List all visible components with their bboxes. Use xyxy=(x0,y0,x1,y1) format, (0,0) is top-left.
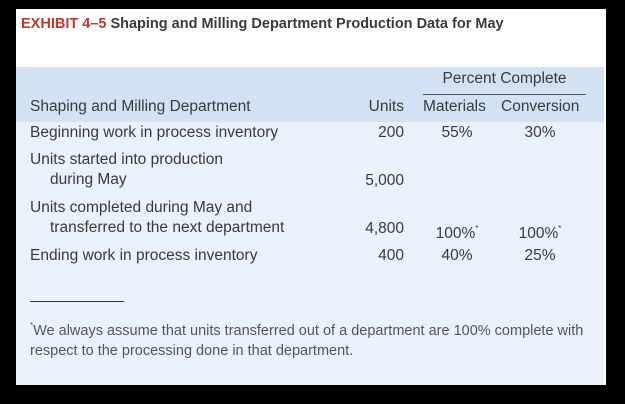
conversion-header: Conversion xyxy=(501,98,580,115)
exhibit-title-text: Shaping and Milling Department Productio… xyxy=(110,16,504,32)
materials-header: Materials xyxy=(423,98,486,115)
row-completed-conversion: 100%* xyxy=(518,224,562,242)
units-header: Units xyxy=(368,98,404,115)
row-completed-units: 4,800 xyxy=(365,220,404,237)
row-beginning-wip-conversion: 30% xyxy=(524,124,556,141)
row-beginning-wip-label: Beginning work in process inventory xyxy=(30,124,279,141)
row-completed-materials: 100%* xyxy=(435,224,479,242)
row-started-units: 5,000 xyxy=(365,172,404,189)
footnote-marker: * xyxy=(558,224,562,233)
row-completed-label-line1: Units completed during May and xyxy=(30,199,253,216)
row-ending-wip-label: Ending work in process inventory xyxy=(30,247,258,264)
row-started-label-line1: Units started into production xyxy=(30,151,223,168)
production-data-table: Percent Complete Shaping and Milling Dep… xyxy=(16,67,604,385)
row-beginning-wip-materials: 55% xyxy=(441,124,473,141)
footnote-text: We always assume that units transferred … xyxy=(30,323,584,359)
footnote-divider xyxy=(30,301,124,302)
percent-complete-underline xyxy=(423,94,586,95)
footnote: *We always assume that units transferred… xyxy=(30,316,590,361)
footnote-marker: * xyxy=(30,321,34,330)
row-beginning-wip-units: 200 xyxy=(378,124,404,141)
row-started-label-line2: during May xyxy=(50,171,127,188)
row-ending-wip-conversion: 25% xyxy=(524,247,556,264)
row-completed-label-line2: transferred to the next department xyxy=(50,219,285,236)
footnote-marker: * xyxy=(475,224,479,233)
department-header: Shaping and Milling Department xyxy=(30,98,251,115)
percent-complete-header: Percent Complete xyxy=(442,70,567,87)
row-ending-wip-materials: 40% xyxy=(441,247,473,264)
exhibit-panel: EXHIBIT 4–5 Shaping and Milling Departme… xyxy=(16,9,606,385)
exhibit-title: EXHIBIT 4–5 Shaping and Milling Departme… xyxy=(21,16,504,32)
row-ending-wip-units: 400 xyxy=(378,247,404,264)
exhibit-number: EXHIBIT 4–5 xyxy=(21,16,107,32)
